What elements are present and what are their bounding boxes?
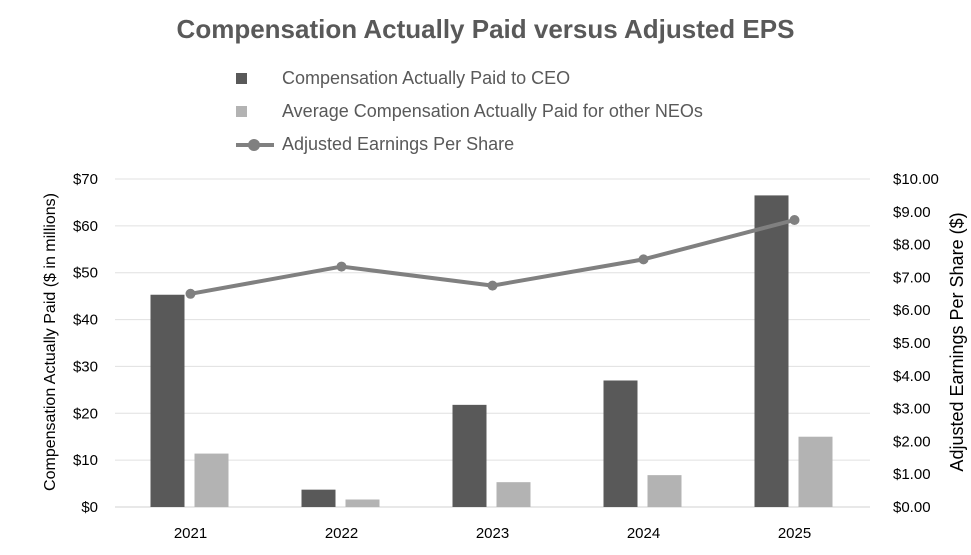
eps-point — [487, 280, 498, 291]
bar-neos — [345, 499, 380, 507]
x-tick-label: 2023 — [476, 525, 509, 542]
y-tick-label: $20 — [73, 405, 98, 422]
eps-point — [638, 254, 649, 265]
x-tick-label: 2022 — [325, 525, 358, 542]
bar-ceo — [452, 404, 487, 507]
eps-line — [185, 215, 800, 299]
legend-swatch-neos — [234, 102, 274, 122]
bar-neos — [496, 482, 531, 507]
chart-title: Compensation Actually Paid versus Adjust… — [176, 14, 795, 44]
y-tick-label: $10 — [73, 452, 98, 469]
bar-ceo — [754, 195, 789, 507]
legend-label-ceo: Compensation Actually Paid to CEO — [282, 68, 571, 88]
y2-tick-label: $1.00 — [893, 466, 931, 483]
eps-point — [336, 261, 347, 272]
y-tick-label: $50 — [73, 265, 98, 282]
legend-swatch-eps — [234, 135, 274, 155]
x-tick-label: 2025 — [778, 525, 811, 542]
y2-tick-label: $10.00 — [893, 171, 939, 188]
y-tick-label: $0 — [81, 499, 98, 516]
bar-ceo — [301, 489, 336, 507]
bar-ceo — [603, 380, 638, 507]
eps-point — [185, 288, 196, 299]
y2-tick-label: $2.00 — [893, 433, 931, 450]
y-tick-label: $40 — [73, 312, 98, 329]
y-tick-label: $70 — [73, 171, 98, 188]
legend-swatch-ceo — [234, 69, 274, 89]
x-tick-label: 2021 — [174, 525, 207, 542]
y2-axis-title: Adjusted Earnings Per Share ($) — [947, 212, 967, 471]
legend-label-neos: Average Compensation Actually Paid for o… — [282, 101, 703, 121]
legend-label-eps: Adjusted Earnings Per Share — [282, 134, 515, 154]
eps-point — [789, 215, 800, 225]
bars — [150, 195, 833, 507]
legend-item-neos: Average Compensation Actually Paid for o… — [234, 95, 703, 128]
bar-neos — [798, 436, 833, 507]
y2-tick-label: $7.00 — [893, 269, 931, 286]
y-axis-title: Compensation Actually Paid ($ in million… — [42, 193, 59, 491]
bar-ceo — [150, 294, 185, 507]
tick-labels: $0 $10 $20 $30 $40 $50 $60 $70 $0.00 $1.00 $2.00 $3… — [73, 171, 939, 542]
y2-tick-label: $0.00 — [893, 499, 931, 516]
bar-neos — [194, 453, 229, 507]
bar-neos — [647, 475, 682, 507]
y2-tick-label: $5.00 — [893, 335, 931, 352]
legend-item-ceo: Compensation Actually Paid to CEO — [234, 62, 703, 95]
y2-tick-label: $8.00 — [893, 237, 931, 254]
y2-tick-label: $9.00 — [893, 204, 931, 221]
gridlines — [115, 178, 870, 508]
y2-tick-label: $4.00 — [893, 368, 931, 385]
y-tick-label: $60 — [73, 218, 98, 235]
y2-tick-label: $3.00 — [893, 401, 931, 418]
x-tick-label: 2024 — [627, 525, 660, 542]
legend-item-eps: Adjusted Earnings Per Share — [234, 128, 703, 161]
y2-tick-label: $6.00 — [893, 302, 931, 319]
y-tick-label: $30 — [73, 358, 98, 375]
legend: Compensation Actually Paid to CEO Averag… — [234, 62, 703, 161]
